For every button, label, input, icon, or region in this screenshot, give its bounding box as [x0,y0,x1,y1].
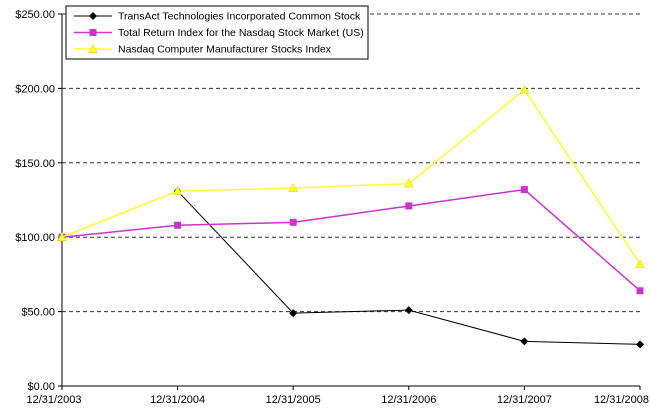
triangle-marker [635,258,645,268]
series-line [61,188,641,292]
triangle-marker [403,178,414,188]
triangle-marker [88,43,98,53]
diamond-marker [289,309,298,318]
diamond-marker [89,12,97,20]
legend-label: Total Return Index for the Nasdaq Stock … [118,27,364,39]
triangle-marker [519,84,530,94]
x-tick-label: 12/31/2003 [26,394,81,406]
x-tick-label: 12/31/2004 [150,394,205,406]
square-marker [89,29,97,36]
y-tick-label: $150.00 [15,158,55,170]
triangle-marker [288,183,299,192]
legend-item: Total Return Index for the Nasdaq Stock … [74,27,364,39]
square-marker [520,186,528,194]
series-line [61,88,641,265]
x-tick-label: 12/31/2005 [266,394,321,406]
diamond-marker [636,340,644,349]
diamond-marker [404,306,413,315]
square-marker [636,287,644,295]
legend-label: Nasdaq Computer Manufacturer Stocks Inde… [118,44,332,56]
triangle-marker [57,232,67,241]
legend-item: TransAct Technologies Incorporated Commo… [74,11,361,23]
legend-label: TransAct Technologies Incorporated Commo… [118,11,361,23]
square-marker [405,202,413,210]
y-tick-label: $250.00 [15,9,55,21]
legend: TransAct Technologies Incorporated Commo… [65,5,369,60]
legend-item: Nasdaq Computer Manufacturer Stocks Inde… [74,44,332,56]
legend-box [65,5,369,60]
x-tick-label: 12/31/2007 [497,394,552,406]
square-marker [289,218,297,226]
y-tick-label: $100.00 [15,232,55,244]
y-tick-label: $50.00 [21,307,55,319]
diamond-marker [520,337,529,346]
y-tick-label: $0.00 [27,381,55,393]
y-tick-label: $200.00 [15,83,55,95]
x-tick-label: 12/31/2006 [381,394,436,406]
square-marker [174,221,182,229]
triangle-marker [172,186,183,195]
x-tick-label: 12/31/2008 [594,394,649,406]
